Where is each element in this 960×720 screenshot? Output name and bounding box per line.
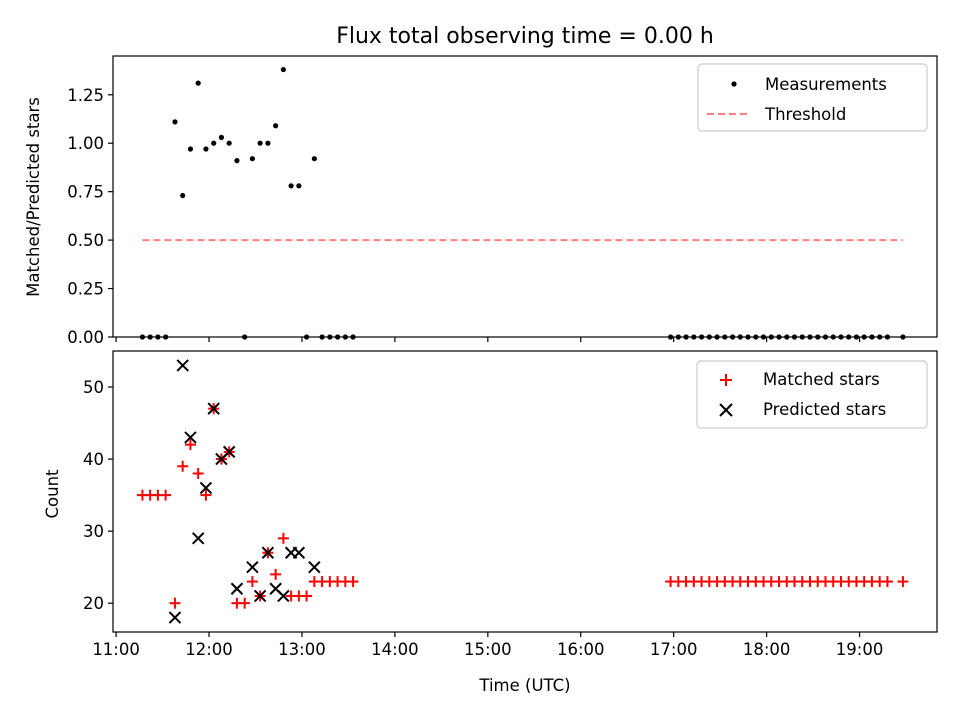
predicted-star-point — [261, 546, 275, 559]
y-axis-label-count: Count — [43, 469, 62, 519]
star-count-panel: Count Time (UTC) 20 30 40 50 11:00 12:00 13:0… — [43, 350, 938, 695]
predicted-star-point — [207, 402, 220, 415]
measurement-point — [257, 140, 263, 146]
matched-star-point — [246, 576, 258, 588]
measurement-point — [203, 146, 209, 152]
measurement-point — [187, 146, 194, 152]
chart-title: Flux total observing time = 0.00 h — [336, 24, 714, 49]
y-tick-label-top: 0.25 — [67, 280, 104, 299]
measurement-point — [211, 140, 217, 146]
measurement-point — [226, 140, 232, 146]
matched-star-point — [301, 590, 313, 602]
x-tick-label: 12:00 — [185, 640, 233, 659]
measurement-point — [249, 156, 255, 162]
predicted-star-point — [191, 532, 205, 545]
x-tick-label: 11:00 — [92, 640, 140, 659]
matched-star-point — [881, 576, 893, 588]
measurement-point — [218, 134, 225, 140]
legend-bottom: Matched stars Predicted stars — [696, 360, 928, 429]
y-tick-label-top: 0.50 — [67, 231, 104, 250]
matched-star-point — [200, 489, 212, 501]
legend-label-threshold: Threshold — [764, 105, 846, 124]
legend-marker-matched — [720, 374, 732, 386]
y-tick-label-bottom: 30 — [83, 522, 104, 541]
measurement-point — [234, 158, 240, 164]
predicted-star-point — [222, 445, 236, 459]
measurement-point — [265, 140, 271, 146]
y-tick-label-top: 0.00 — [67, 328, 104, 347]
legend-top: Measurements Threshold — [697, 63, 928, 132]
predicted-star-point — [246, 560, 259, 574]
legend-marker-predicted — [719, 403, 733, 417]
measurement-point — [311, 156, 317, 162]
predicted-star-point — [168, 611, 182, 624]
predicted-star-point — [277, 589, 290, 603]
legend-label-matched: Matched stars — [763, 370, 880, 389]
x-tick-label: 13:00 — [278, 640, 326, 659]
x-tick-label: 18:00 — [743, 640, 791, 659]
measurement-point — [180, 192, 186, 199]
matched-star-point — [177, 460, 189, 472]
predicted-star-point — [253, 589, 267, 603]
x-axis-label: Time (UTC) — [478, 676, 570, 695]
plot-frame-top — [112, 55, 938, 338]
matched-star-point — [160, 489, 172, 501]
x-tick-label: 16:00 — [557, 640, 605, 659]
y-tick-label-bottom: 20 — [83, 594, 104, 613]
predicted-star-point — [176, 359, 189, 372]
x-tick-label: 19:00 — [836, 640, 884, 659]
matched-star-point — [277, 532, 289, 544]
y-axis-label-ratio: Matched/Predicted stars — [24, 97, 43, 297]
predicted-star-point — [292, 546, 306, 559]
y-tick-label-top: 0.75 — [67, 183, 104, 202]
predicted-star-point — [230, 582, 244, 595]
matched-star-point — [897, 576, 909, 588]
legend-label-predicted: Predicted stars — [763, 400, 886, 419]
legend-label-measurements: Measurements — [765, 75, 887, 94]
matched-star-point — [192, 467, 204, 479]
x-tick-label: 17:00 — [650, 640, 698, 659]
flux-ratio-panel: Flux total observing time = 0.00 h Match… — [24, 24, 938, 347]
predicted-star-point — [184, 431, 197, 444]
x-tick-label: 14:00 — [371, 640, 419, 659]
y-tick-label-top: 1.00 — [67, 134, 104, 153]
measurement-point — [273, 123, 279, 129]
y-tick-label-top: 1.25 — [67, 86, 104, 105]
measurement-point — [195, 80, 201, 86]
matched-star-point — [169, 597, 181, 609]
plot-frame-bottom — [112, 350, 938, 633]
predicted-star-point — [199, 481, 213, 495]
matched-star-point — [270, 568, 282, 580]
legend-marker-measurements — [731, 81, 737, 87]
measurement-point — [288, 183, 294, 189]
y-tick-label-bottom: 50 — [83, 378, 104, 397]
matched-star-point — [239, 597, 251, 609]
measurement-point — [296, 183, 302, 189]
matched-star-point — [184, 439, 196, 451]
measurement-point — [172, 119, 178, 125]
x-tick-label: 15:00 — [464, 640, 512, 659]
measurement-point — [280, 66, 286, 73]
y-tick-label-bottom: 40 — [83, 450, 104, 469]
matched-star-point — [347, 576, 359, 588]
predicted-star-point — [308, 560, 321, 574]
